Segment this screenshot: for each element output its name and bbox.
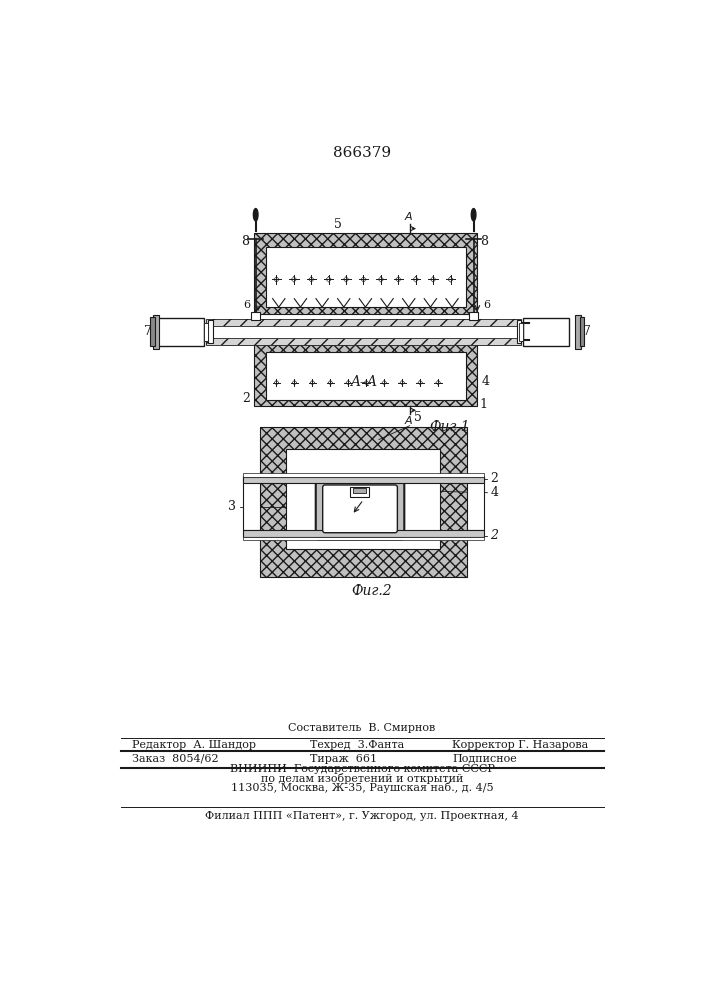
Bar — [266, 352, 466, 400]
Text: 1: 1 — [480, 398, 488, 411]
Text: 4: 4 — [481, 375, 489, 388]
Bar — [243, 477, 484, 483]
Bar — [580, 317, 585, 346]
Text: Корректор Г. Назарова: Корректор Г. Назарова — [452, 740, 588, 750]
Bar — [517, 320, 521, 343]
Text: 5: 5 — [334, 218, 342, 231]
Bar — [351, 487, 369, 497]
Text: 7: 7 — [583, 325, 591, 338]
Bar — [519, 323, 523, 341]
Bar — [259, 427, 467, 577]
Bar — [206, 326, 521, 338]
Text: 2: 2 — [491, 529, 498, 542]
Bar — [251, 312, 260, 320]
Bar — [150, 317, 155, 346]
Text: по делам изобретений и открытий: по делам изобретений и открытий — [261, 773, 463, 784]
Bar — [254, 337, 477, 406]
Text: 2: 2 — [491, 472, 498, 485]
Text: Заказ  8054/62: Заказ 8054/62 — [132, 754, 219, 764]
Text: Техред  3.Фанта: Техред 3.Фанта — [310, 740, 404, 750]
Bar — [259, 427, 467, 577]
Bar — [153, 315, 160, 349]
Text: A: A — [404, 416, 412, 426]
Bar — [575, 315, 581, 349]
Text: 5: 5 — [414, 411, 421, 424]
Text: Фиг.1: Фиг.1 — [429, 420, 469, 434]
Text: 7: 7 — [144, 325, 152, 338]
Bar — [254, 233, 477, 314]
Text: A–A: A–A — [350, 375, 377, 389]
FancyBboxPatch shape — [322, 485, 397, 533]
Bar — [467, 476, 484, 530]
Bar — [204, 323, 210, 341]
Bar — [243, 537, 484, 540]
Bar — [243, 473, 484, 477]
Text: 866379: 866379 — [333, 146, 391, 160]
Text: 3: 3 — [228, 500, 236, 513]
Text: 2: 2 — [243, 392, 250, 405]
Bar — [206, 319, 521, 326]
Bar — [523, 318, 569, 346]
Text: Редактор  А. Шандор: Редактор А. Шандор — [132, 740, 257, 750]
Text: 4: 4 — [491, 486, 498, 499]
Ellipse shape — [472, 209, 476, 221]
Bar — [243, 530, 484, 537]
Text: 113035, Москва, Ж-35, Раушская наб., д. 4/5: 113035, Москва, Ж-35, Раушская наб., д. … — [230, 782, 493, 793]
Bar — [208, 320, 213, 343]
Bar — [517, 323, 523, 341]
Bar — [204, 323, 208, 341]
Text: 8: 8 — [242, 235, 250, 248]
Text: 3: 3 — [243, 331, 250, 344]
Text: 8: 8 — [480, 235, 488, 248]
Ellipse shape — [253, 209, 258, 221]
Bar — [206, 338, 521, 345]
Bar — [206, 319, 521, 326]
Text: 6: 6 — [483, 300, 490, 310]
Bar — [266, 247, 466, 307]
Bar — [254, 233, 477, 314]
Text: ВНИИПИ  Государственного комитета СССР: ВНИИПИ Государственного комитета СССР — [230, 764, 494, 774]
Text: Тираж  661: Тираж 661 — [310, 754, 377, 764]
Text: Филиал ППП «Патент», г. Ужгород, ул. Проектная, 4: Филиал ППП «Патент», г. Ужгород, ул. Про… — [205, 811, 519, 821]
Text: Фиг.2: Фиг.2 — [351, 584, 392, 598]
Bar — [354, 488, 366, 493]
Text: A: A — [404, 212, 412, 222]
FancyBboxPatch shape — [316, 478, 404, 540]
Bar — [469, 312, 478, 320]
Text: Подписное: Подписное — [452, 754, 517, 764]
Bar — [254, 337, 477, 406]
Bar — [158, 318, 204, 346]
Bar — [286, 449, 440, 549]
Text: 6: 6 — [243, 300, 250, 310]
Bar — [206, 338, 521, 345]
Bar — [243, 476, 259, 530]
Text: Составитель  В. Смирнов: Составитель В. Смирнов — [288, 723, 436, 733]
